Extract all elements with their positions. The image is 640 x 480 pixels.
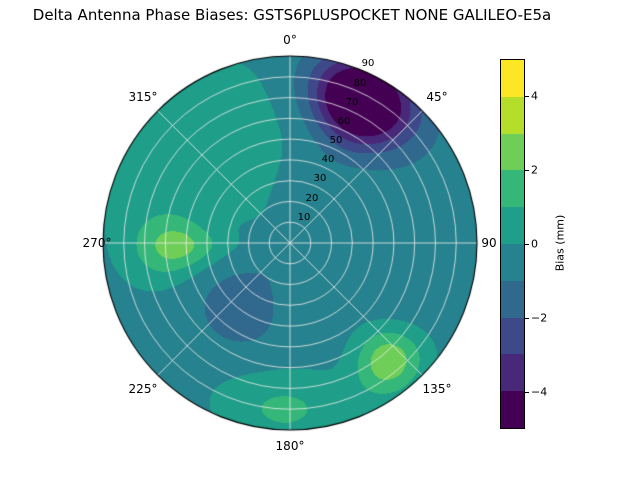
colorbar-tick-mark xyxy=(525,170,529,171)
colorbar-band xyxy=(501,243,524,281)
radial-tick-label-40: 40 xyxy=(321,154,335,165)
angular-tick-label-45: 45° xyxy=(426,90,448,104)
radial-tick-label-70: 70 xyxy=(345,97,359,108)
angular-tick-label-135: 135° xyxy=(422,382,452,396)
colorbar-axis-label: Bias (mm) xyxy=(553,214,567,272)
angular-tick-label-270: 270° xyxy=(82,236,112,250)
colorbar-band xyxy=(501,133,524,171)
colorbar-band xyxy=(501,391,524,428)
chart-title: Delta Antenna Phase Biases: GSTS6PLUSPOC… xyxy=(32,6,552,24)
radial-tick-label-30: 30 xyxy=(313,173,327,184)
colorbar-tick-mark xyxy=(525,392,529,393)
angular-tick-label-0: 0° xyxy=(283,33,297,47)
radial-tick-label-60: 60 xyxy=(337,116,351,127)
angular-tick-label-225: 225° xyxy=(128,382,158,396)
radial-tick-label-20: 20 xyxy=(305,193,319,204)
colorbar-tick-label-4: 4 xyxy=(531,89,538,103)
angular-tick-label-180: 180° xyxy=(275,439,305,453)
angular-tick-label-315: 315° xyxy=(128,90,158,104)
angular-tick-label-90: 90 xyxy=(481,236,497,250)
colorbar-tick-label-0: 0 xyxy=(531,237,538,251)
colorbar-tick-mark xyxy=(525,96,529,97)
colorbar-band xyxy=(501,207,524,244)
colorbar-tick-mark xyxy=(525,244,529,245)
colorbar-band xyxy=(501,317,524,355)
colorbar-band xyxy=(501,280,524,318)
radial-tick-label-10: 10 xyxy=(297,212,311,223)
colorbar-band xyxy=(501,96,524,134)
colorbar-tick-label-neg2: −2 xyxy=(531,311,548,325)
colorbar-band xyxy=(501,170,524,208)
radial-tick-label-90: 90 xyxy=(361,58,375,69)
colorbar-band xyxy=(501,60,524,97)
radial-tick-label-80: 80 xyxy=(353,78,367,89)
radial-tick-label-50: 50 xyxy=(329,135,343,146)
colorbar xyxy=(500,59,525,429)
colorbar-band xyxy=(501,354,524,392)
colorbar-tick-label-neg4: −4 xyxy=(531,385,548,399)
colorbar-tick-label-2: 2 xyxy=(531,163,538,177)
colorbar-tick-mark xyxy=(525,318,529,319)
